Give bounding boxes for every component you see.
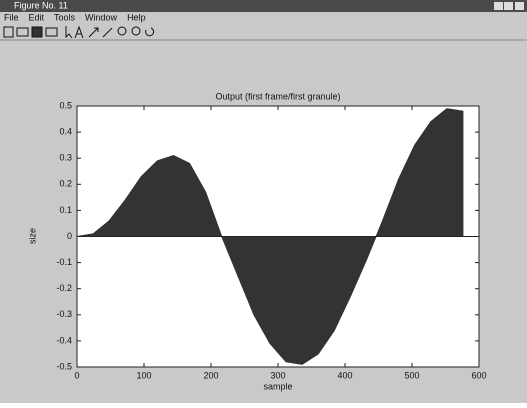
window-buttons[interactable] — [494, 2, 524, 10]
title-bar — [0, 0, 527, 12]
menu-item[interactable]: Help — [127, 12, 146, 22]
x-axis-label: sample — [263, 381, 292, 391]
x-tick-label: 0 — [74, 370, 79, 380]
menu-item[interactable]: File — [4, 12, 19, 22]
chart-title: Output (first frame/first granule) — [215, 91, 340, 101]
menu-item[interactable]: Tools — [54, 12, 76, 22]
y-tick-label: -0.5 — [56, 361, 72, 371]
figure-window: Figure No. 11 File Edit Tools Window Help Ou… — [0, 0, 527, 403]
y-tick-label: -0.2 — [56, 283, 72, 293]
save-icon[interactable] — [32, 27, 42, 37]
y-tick-label: 0 — [67, 231, 72, 241]
y-tick-label: 0.5 — [59, 100, 72, 110]
y-tick-label: 0.2 — [59, 179, 72, 189]
x-tick-label: 500 — [404, 370, 419, 380]
y-tick-label: -0.4 — [56, 335, 72, 345]
y-tick-label: -0.3 — [56, 309, 72, 319]
y-tick-label: -0.1 — [56, 257, 72, 267]
maximize-button[interactable] — [504, 2, 513, 10]
y-tick-label: 0.4 — [59, 126, 72, 136]
x-tick-label: 300 — [270, 370, 285, 380]
x-tick-label: 200 — [203, 370, 218, 380]
x-tick-label: 400 — [337, 370, 352, 380]
x-tick-label: 600 — [471, 370, 486, 380]
y-tick-label: 0.3 — [59, 153, 72, 163]
window-title: Figure No. 11 — [14, 0, 68, 10]
minimize-button[interactable] — [494, 2, 503, 10]
y-axis-label: size — [27, 228, 37, 244]
y-tick-label: 0.1 — [59, 205, 72, 215]
close-button[interactable] — [515, 2, 524, 10]
menu-item[interactable]: Edit — [29, 12, 45, 22]
x-tick-label: 100 — [136, 370, 151, 380]
menu-item[interactable]: Window — [85, 12, 118, 22]
